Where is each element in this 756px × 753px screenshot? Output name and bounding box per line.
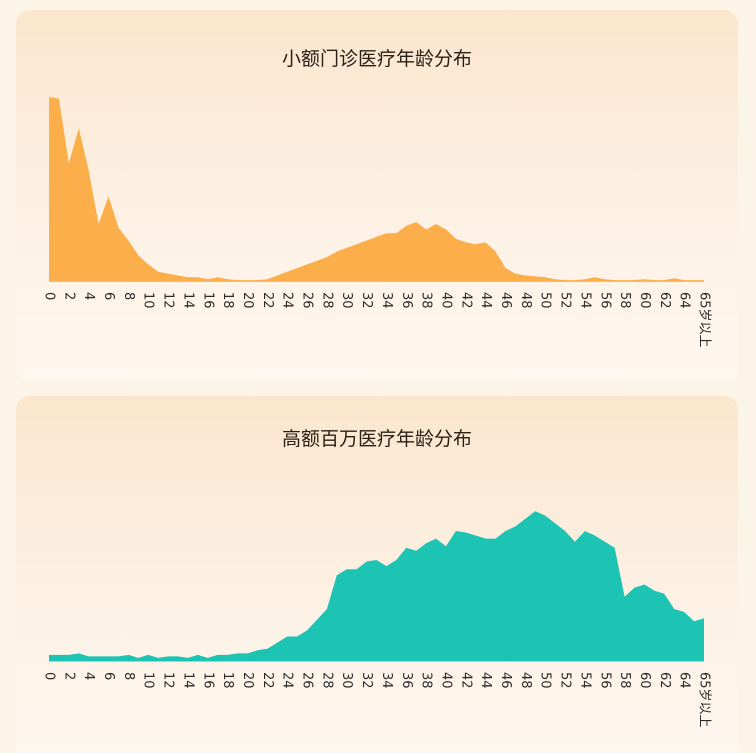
x-tick-label: 62 [657,292,672,309]
x-tick-label: 12 [161,292,176,309]
x-tick-label: 65岁以上 [697,292,712,348]
chart-card-1: 小额门诊医疗年龄分布 [16,10,738,382]
x-tick-label: 8 [121,292,136,300]
x-tick-label: 22 [260,292,275,309]
x-tick-label: 4 [81,292,96,300]
x-tick-label: 26 [300,292,315,309]
x-tick-label: 34 [379,292,394,309]
x-tick-label: 64 [677,292,692,309]
x-tick-label: 48 [518,292,533,309]
x-tick-label: 56 [597,292,612,309]
x-tick-label: 40 [438,292,453,309]
x-tick-label: 20 [240,292,255,309]
x-tick-label: 44 [478,292,493,309]
x-tick-label: 14 [180,292,195,309]
x-tick-label: 52 [558,292,573,309]
series-area [49,97,704,281]
chart-title: 高额百万医疗年龄分布 [281,428,472,450]
x-tick-label: 24 [280,292,295,309]
x-tick-label: 30 [339,292,354,309]
x-tick-label: 6 [101,292,116,300]
x-tick-label: 16 [200,292,215,309]
x-tick-label: 0 [42,292,57,300]
x-tick-label: 58 [617,292,632,309]
x-tick-label: 32 [359,292,374,309]
x-tick-label: 46 [498,292,513,309]
x-tick-label: 54 [577,292,592,309]
x-tick-label: 50 [538,292,553,309]
x-tick-label: 60 [637,292,652,309]
x-tick-label: 42 [458,292,473,309]
x-tick-label: 10 [141,292,156,309]
chart-title: 小额门诊医疗年龄分布 [281,48,472,70]
x-tick-label: 2 [61,292,76,300]
x-tick-label: 36 [399,292,414,309]
x-tick-label: 18 [220,292,235,309]
x-tick-label: 28 [319,292,334,309]
x-tick-label: 38 [419,292,434,309]
